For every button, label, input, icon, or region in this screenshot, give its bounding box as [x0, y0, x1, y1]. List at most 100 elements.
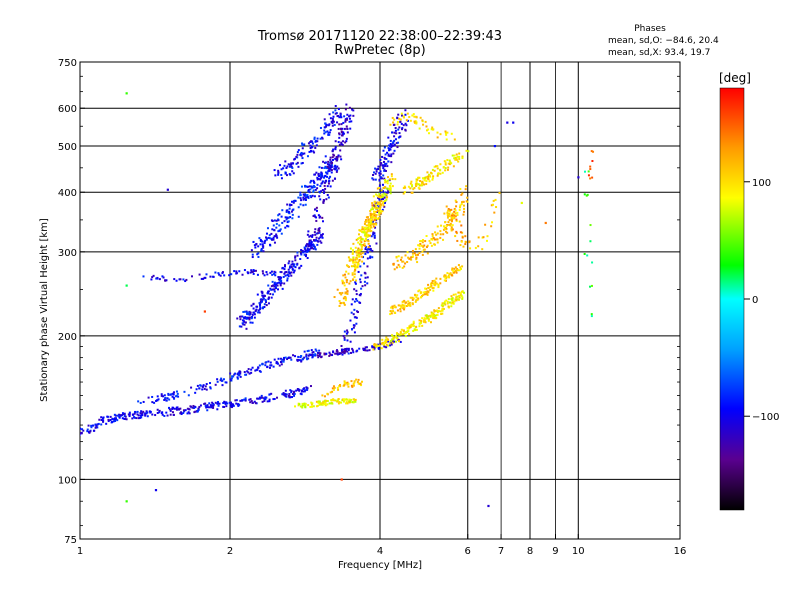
echo-point	[232, 375, 235, 378]
echo-point	[247, 313, 250, 316]
echo-point	[124, 417, 127, 420]
echo-point	[313, 136, 316, 139]
echo-point	[315, 216, 318, 219]
echo-point	[402, 116, 405, 119]
echo-point	[139, 401, 142, 404]
echo-point	[319, 178, 322, 181]
echo-point	[212, 402, 215, 405]
echo-point	[269, 271, 272, 274]
echo-point	[344, 292, 347, 295]
echo-point	[447, 162, 450, 165]
echo-point	[461, 265, 464, 268]
echo-point	[456, 269, 459, 272]
echo-point	[343, 338, 346, 341]
echo-point	[121, 412, 124, 415]
echo-point	[367, 246, 370, 249]
echo-point	[299, 359, 302, 362]
echo-point	[345, 125, 348, 128]
echo-point	[449, 273, 452, 276]
echo-point	[137, 400, 140, 403]
echo-point	[282, 393, 285, 396]
echo-point	[374, 226, 377, 229]
echo-point	[304, 249, 307, 252]
echo-point	[420, 244, 423, 247]
echo-point	[310, 403, 313, 406]
echo-point	[402, 260, 405, 263]
echo-point	[363, 280, 366, 283]
echo-point	[273, 397, 276, 400]
echo-point	[418, 244, 421, 247]
echo-point	[458, 291, 461, 294]
echo-point	[247, 371, 250, 374]
echo-point	[444, 274, 447, 277]
echo-point	[436, 173, 439, 176]
echo-point	[361, 226, 364, 229]
echo-point	[172, 393, 175, 396]
echo-point	[279, 357, 282, 360]
echo-point	[186, 407, 189, 410]
echo-point	[249, 271, 252, 274]
echo-point	[431, 177, 434, 180]
echo-point	[296, 161, 299, 164]
echo-point	[381, 195, 384, 198]
echo-point	[268, 400, 271, 403]
echo-point	[244, 397, 247, 400]
echo-point	[381, 194, 384, 197]
echo-point	[372, 348, 375, 351]
echo-point	[343, 303, 346, 306]
echo-point	[323, 395, 326, 398]
echo-point	[365, 231, 368, 234]
echo-point	[426, 315, 429, 318]
echo-point	[398, 126, 401, 129]
echo-point	[306, 185, 309, 188]
echo-point	[415, 115, 418, 118]
echo-point	[304, 203, 307, 206]
echo-point	[583, 193, 586, 196]
echo-point	[327, 160, 330, 163]
echo-point	[325, 198, 328, 201]
x-tick-label: 6	[465, 546, 471, 557]
echo-point	[377, 165, 380, 168]
echo-point	[137, 417, 140, 420]
echo-point	[400, 122, 403, 125]
echo-point	[156, 395, 159, 398]
echo-point	[429, 285, 432, 288]
echo-point	[306, 233, 309, 236]
echo-point	[423, 244, 426, 247]
echo-point	[345, 281, 348, 284]
echo-point	[194, 406, 197, 409]
echo-point	[408, 326, 411, 329]
echo-point	[311, 402, 314, 405]
echo-point	[495, 206, 498, 209]
echo-point	[224, 402, 227, 405]
echo-point	[356, 264, 359, 267]
y-tick-label: 300	[58, 248, 77, 259]
echo-point	[329, 161, 332, 164]
echo-point	[375, 214, 378, 217]
echo-point	[447, 275, 450, 278]
echo-point	[334, 165, 337, 168]
echo-point	[152, 274, 155, 277]
echo-point	[398, 304, 401, 307]
echo-point	[396, 337, 399, 340]
echo-point	[358, 347, 361, 350]
echo-point	[286, 274, 289, 277]
echo-point	[300, 249, 303, 252]
echo-point	[428, 180, 431, 183]
echo-point	[251, 321, 254, 324]
echo-point	[424, 176, 427, 179]
echo-point	[426, 293, 429, 296]
echo-point	[383, 146, 386, 149]
echo-point	[307, 188, 310, 191]
echo-point	[332, 120, 335, 123]
echo-point	[216, 380, 219, 383]
echo-point	[312, 239, 315, 242]
echo-point	[182, 411, 185, 414]
echo-point	[249, 311, 252, 314]
echo-point	[319, 236, 322, 239]
echo-point	[385, 187, 388, 190]
echo-point	[209, 404, 212, 407]
echo-point	[278, 224, 281, 227]
echo-point	[401, 266, 404, 269]
